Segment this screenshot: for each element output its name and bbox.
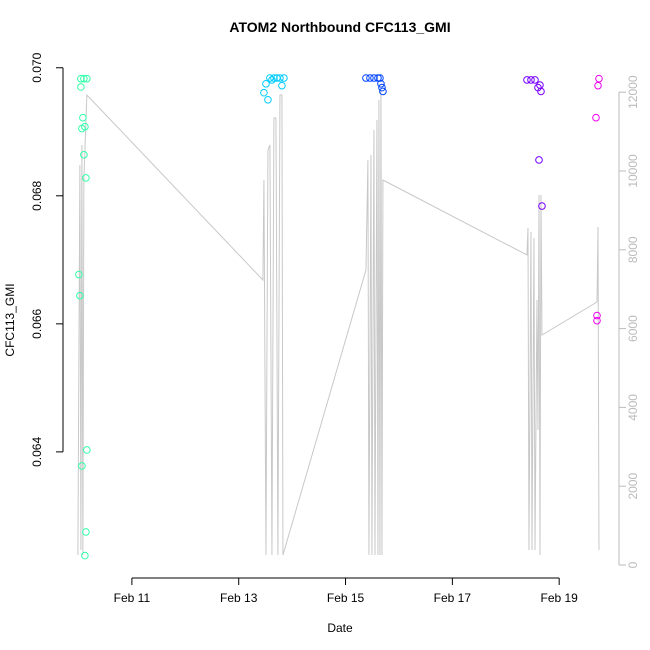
data-point — [76, 291, 84, 300]
data-point — [80, 151, 88, 159]
x-tick-label: Feb 13 — [220, 591, 258, 605]
data-point — [362, 74, 370, 82]
data-point — [593, 316, 601, 325]
data-point — [82, 174, 90, 182]
data-point — [374, 74, 382, 82]
y2-tick-label: 2000 — [626, 473, 640, 500]
chart-title: ATOM2 Northbound CFC113_GMI — [229, 19, 450, 35]
data-point — [280, 74, 288, 82]
data-point — [75, 270, 83, 279]
y-tick-label: 0.066 — [30, 309, 44, 339]
data-point — [262, 79, 270, 88]
data-point — [594, 81, 602, 90]
y2-tick-label: 8000 — [626, 236, 640, 263]
x-axis-label: Date — [327, 621, 353, 635]
data-point — [378, 83, 386, 92]
data-point — [377, 79, 385, 88]
data-point — [82, 528, 90, 536]
data-point — [81, 551, 89, 560]
data-point — [538, 202, 546, 210]
data-point — [276, 74, 284, 82]
data-point — [270, 74, 278, 82]
data-point — [537, 87, 545, 96]
data-point — [531, 76, 539, 84]
x-tick-label: Feb 11 — [114, 591, 151, 605]
data-point — [595, 74, 603, 83]
data-point — [264, 95, 272, 104]
data-point — [523, 76, 531, 84]
data-point — [77, 74, 85, 83]
x-tick-label: Feb 17 — [434, 591, 472, 605]
data-point — [260, 88, 268, 97]
data-point — [379, 87, 387, 96]
data-point — [78, 462, 86, 470]
data-point — [278, 81, 286, 90]
data-point — [376, 74, 384, 82]
data-point — [83, 446, 91, 454]
data-point — [77, 83, 85, 91]
y-tick-label: 0.064 — [30, 437, 44, 467]
data-point — [535, 156, 543, 164]
altitude-line — [77, 90, 600, 556]
data-point — [370, 74, 378, 82]
y2-tick-label: 0 — [626, 561, 640, 568]
data-point — [593, 311, 601, 320]
y2-tick-label: 6000 — [626, 315, 640, 342]
data-point — [366, 74, 374, 82]
data-point — [80, 74, 88, 83]
y-axis-label: CFC113_GMI — [3, 283, 17, 356]
y-tick-label: 0.070 — [30, 52, 44, 82]
y2-tick-label: 4000 — [626, 394, 640, 421]
y2-tick-label: 10000 — [626, 154, 640, 188]
data-point — [592, 113, 600, 122]
data-point — [83, 74, 91, 83]
x-tick-label: Feb 15 — [327, 591, 365, 605]
x-tick-label: Feb 19 — [541, 591, 579, 605]
y2-tick-label: 12000 — [626, 75, 640, 109]
data-point — [527, 76, 535, 84]
data-point — [79, 113, 87, 122]
data-point — [78, 124, 86, 133]
data-point — [268, 76, 276, 84]
y-tick-label: 0.068 — [30, 180, 44, 210]
